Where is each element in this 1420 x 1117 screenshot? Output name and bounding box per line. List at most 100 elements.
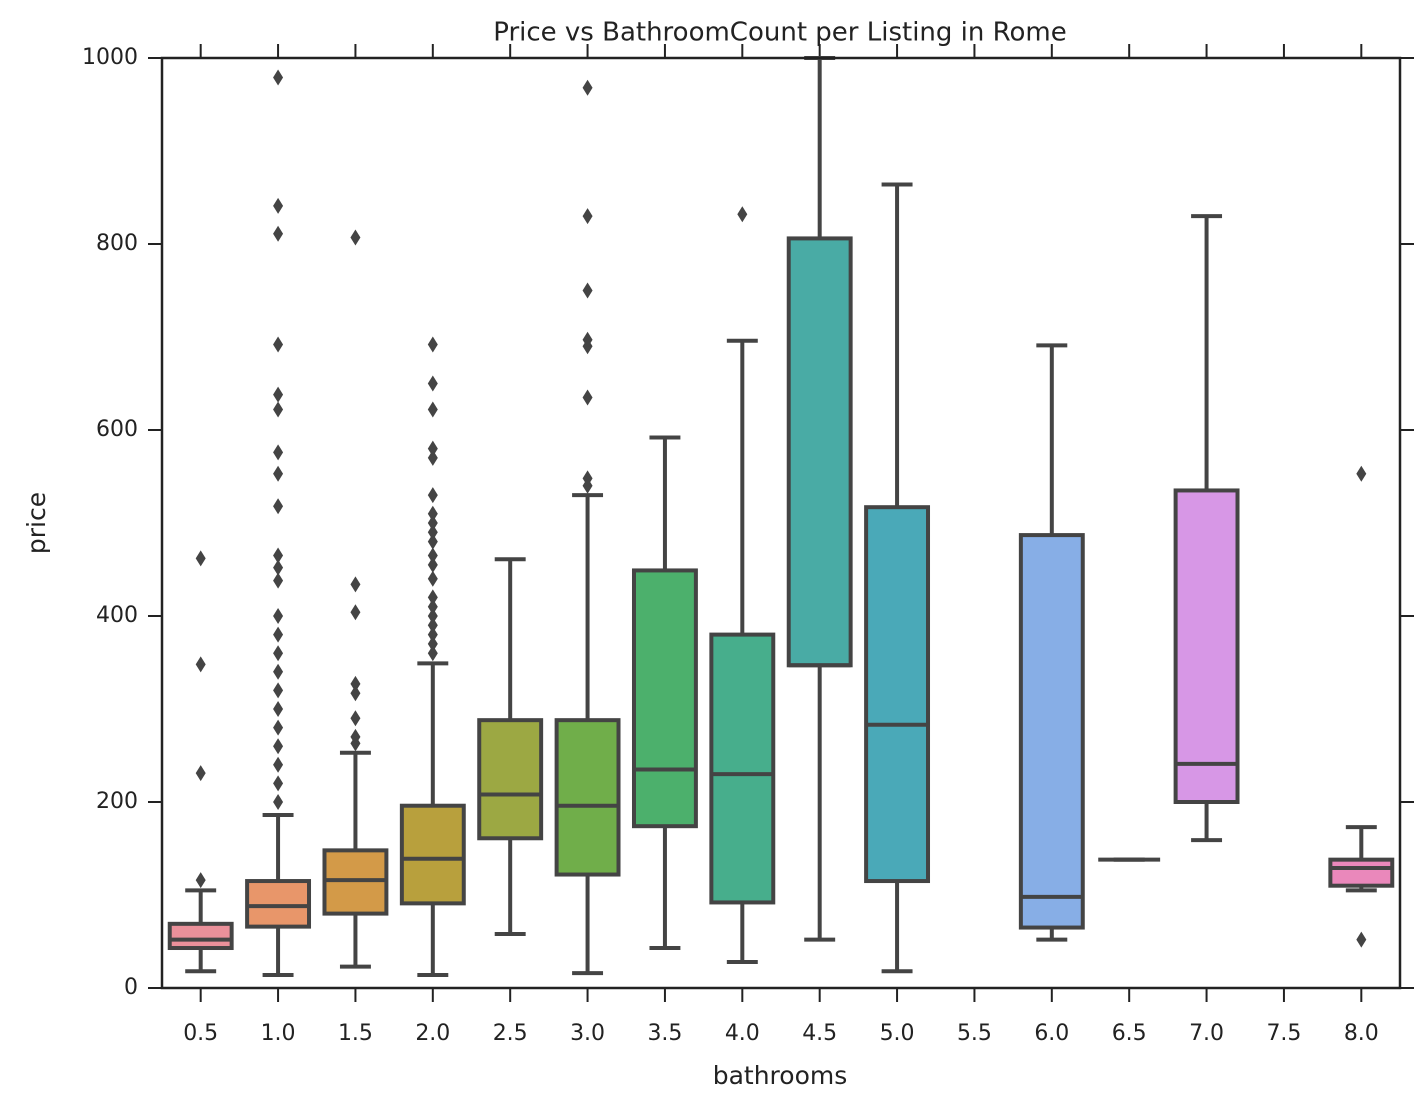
outlier [737,206,748,223]
y-tick-label: 800 [96,231,138,256]
outlier [273,197,284,214]
outlier [427,401,438,418]
box [631,568,698,829]
outlier [427,505,438,522]
outlier [273,756,284,773]
outlier [427,626,438,643]
outlier [273,401,284,418]
outlier [273,547,284,564]
chart-title: Price vs BathroomCount per Listing in Ro… [493,18,1067,48]
box [399,803,466,906]
outlier [1356,465,1367,482]
outlier [427,547,438,564]
x-tick-label: 4.0 [725,1021,760,1046]
x-tick-label: 6.0 [1034,1021,1069,1046]
x-tick-label: 7.5 [1266,1021,1301,1046]
outlier [427,533,438,550]
outlier [273,444,284,461]
box [786,236,853,668]
outlier [273,608,284,624]
outlier [273,498,284,515]
outlier [427,617,438,634]
x-tick-label: 1.0 [261,1021,296,1046]
outlier [273,225,284,242]
y-tick-label: 600 [96,417,138,442]
outlier [273,701,284,717]
box [554,718,621,877]
outlier [273,645,284,662]
x-tick-label: 2.5 [493,1021,528,1046]
x-tick-label: 0.5 [183,1021,218,1046]
outlier [195,872,206,889]
outlier [427,449,438,466]
outlier [273,738,284,755]
outlier [582,208,593,225]
outlier [273,794,284,810]
y-axis-label: price [22,492,51,554]
x-tick-label: 3.5 [647,1021,682,1046]
box [1328,857,1395,888]
outlier [273,386,284,403]
outlier [195,550,206,567]
outlier [427,487,438,504]
outlier [350,576,361,593]
outlier [582,282,593,299]
x-tick-label: 5.5 [957,1021,992,1046]
outlier [273,336,284,353]
outlier [427,608,438,624]
x-tick-label: 5.0 [880,1021,915,1046]
outlier [427,440,438,457]
x-tick-label: 4.5 [802,1021,837,1046]
x-tick-label: 3.0 [570,1021,605,1046]
outlier [582,470,593,487]
box [1018,533,1085,930]
x-tick-label: 8.0 [1344,1021,1379,1046]
outlier [350,710,361,727]
outlier [273,663,284,680]
y-tick-label: 200 [96,789,138,814]
outlier [427,524,438,541]
outlier [195,765,206,782]
x-tick-label: 7.0 [1189,1021,1224,1046]
outlier [273,559,284,576]
outlier [427,556,438,573]
outlier [273,69,284,86]
outlier [582,331,593,348]
outlier [582,79,593,96]
outlier [427,375,438,392]
outlier [273,465,284,482]
outlier [427,635,438,652]
x-tick-label: 6.5 [1112,1021,1147,1046]
outlier [350,728,361,745]
outlier [427,589,438,606]
outlier [427,645,438,662]
x-axis-label: bathrooms [713,1061,848,1090]
box [245,879,312,929]
outlier [273,719,284,736]
x-tick-label: 1.5 [338,1021,373,1046]
box [864,505,931,884]
outlier [195,656,206,673]
box [1173,488,1240,804]
plot-frame [160,56,1402,990]
outlier [1356,931,1367,948]
outlier [350,685,361,702]
outlier [582,389,593,406]
y-tick-label: 400 [96,603,138,628]
outlier [350,229,361,246]
x-tick-label: 2.0 [415,1021,450,1046]
outlier [427,598,438,615]
outlier [273,626,284,643]
outlier [427,515,438,531]
outlier [427,336,438,353]
box [167,921,234,951]
y-tick-label: 0 [124,975,138,1000]
box [477,718,544,841]
outlier [273,775,284,792]
outlier [350,604,361,621]
outlier [427,570,438,587]
y-tick-label: 1000 [82,45,138,70]
outlier [273,682,284,699]
outlier [350,675,361,692]
